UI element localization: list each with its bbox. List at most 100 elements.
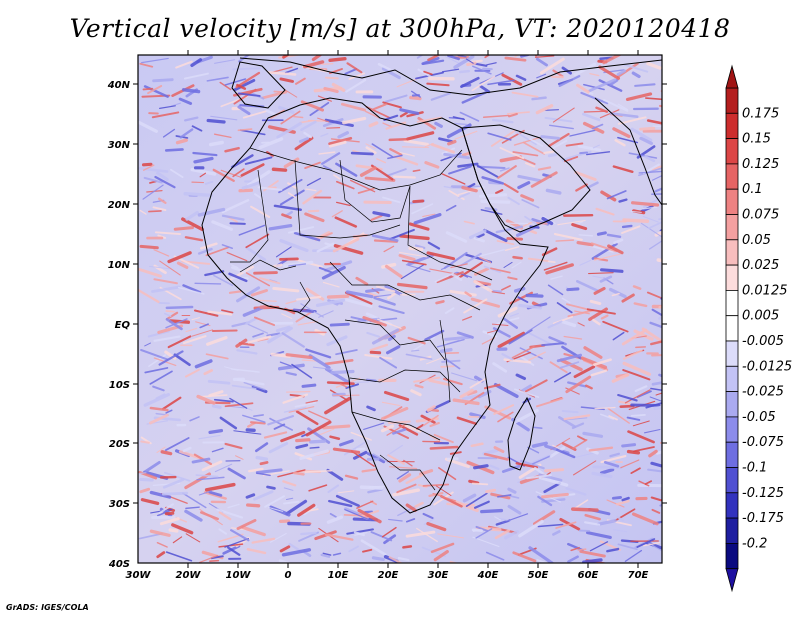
field-streak xyxy=(593,253,621,261)
field-streak xyxy=(138,268,162,278)
field-streak xyxy=(159,260,181,276)
field-streak xyxy=(196,476,225,481)
field-streak xyxy=(412,169,421,172)
field-streak xyxy=(650,461,662,468)
field-streak xyxy=(350,151,374,156)
field-streak xyxy=(164,148,184,152)
field-streak xyxy=(452,116,466,121)
field-streak xyxy=(267,71,297,76)
field-streak xyxy=(171,523,194,535)
field-streak xyxy=(457,187,483,196)
field-streak xyxy=(320,553,331,558)
field-streak xyxy=(507,504,522,515)
field-streak xyxy=(375,285,396,293)
field-streak xyxy=(646,119,662,125)
field-streak xyxy=(492,362,508,373)
field-streak xyxy=(326,127,341,129)
lon-label: 10W xyxy=(226,570,252,581)
field-streak xyxy=(429,445,459,450)
field-streak xyxy=(252,332,264,338)
field-streak xyxy=(291,363,313,379)
field-streak xyxy=(299,449,329,460)
field-streak xyxy=(138,120,158,133)
field-streak xyxy=(454,130,478,140)
field-streak xyxy=(512,151,539,157)
field-streak xyxy=(182,492,207,509)
field-streak xyxy=(323,86,339,94)
field-streak xyxy=(324,367,352,385)
field-streak xyxy=(191,329,214,337)
field-streak xyxy=(606,547,620,553)
field-streak xyxy=(144,460,161,473)
field-streak xyxy=(175,60,193,69)
field-streak xyxy=(501,129,525,144)
field-streak xyxy=(416,116,442,123)
field-streak xyxy=(140,498,160,506)
field-streak xyxy=(577,548,587,551)
field-streak xyxy=(189,416,200,422)
field-streak xyxy=(621,293,635,303)
field-streak xyxy=(152,385,165,392)
field-streak xyxy=(416,527,438,543)
lon-label: 30W xyxy=(126,570,152,581)
field-streak xyxy=(255,442,269,453)
field-streak xyxy=(191,457,211,464)
field-streak xyxy=(402,424,422,433)
field-streak xyxy=(272,286,300,293)
field-streak xyxy=(535,57,548,67)
colorbar-label: 0.175 xyxy=(742,106,779,121)
colorbar-swatch xyxy=(725,138,739,165)
field-streak xyxy=(450,272,463,281)
field-streak xyxy=(173,353,191,367)
field-streak xyxy=(204,270,225,277)
field-streak xyxy=(609,114,623,117)
field-streak xyxy=(385,444,403,457)
field-streak xyxy=(615,499,630,506)
field-streak xyxy=(479,249,505,257)
field-streak xyxy=(303,131,313,139)
field-streak xyxy=(204,180,214,185)
field-streak xyxy=(540,135,561,140)
field-streak xyxy=(273,423,286,430)
field-streak xyxy=(446,457,459,461)
field-streak xyxy=(576,280,601,293)
field-streak xyxy=(387,154,403,160)
field-streak xyxy=(389,148,403,156)
field-streak xyxy=(650,340,662,346)
field-streak xyxy=(509,312,519,317)
field-streak xyxy=(526,474,552,480)
field-streak xyxy=(493,446,505,454)
field-streak xyxy=(211,404,222,409)
field-streak xyxy=(269,417,294,431)
field-streak xyxy=(235,71,261,89)
field-streak xyxy=(309,446,320,449)
field-streak xyxy=(630,467,641,475)
field-streak xyxy=(138,166,169,173)
map-frame xyxy=(137,54,663,564)
field-streak xyxy=(152,78,174,83)
lat-label: 10N xyxy=(108,260,131,271)
field-streak xyxy=(483,452,509,461)
field-streak xyxy=(463,220,475,225)
field-streak xyxy=(499,167,510,172)
field-streak xyxy=(312,366,333,370)
field-streak xyxy=(161,491,189,496)
field-streak xyxy=(148,210,162,213)
field-streak xyxy=(158,350,184,366)
field-streak xyxy=(244,156,273,165)
field-streak xyxy=(579,151,589,155)
field-streak xyxy=(448,165,472,175)
field-streak xyxy=(216,508,243,519)
field-streak xyxy=(502,222,529,225)
colorbar: 0.175 0.15 0.125 0.1 0.075 0.05 0.025 0.0125 0.0… xyxy=(725,64,792,593)
field-streak xyxy=(547,153,557,158)
field-streak xyxy=(632,285,642,290)
field-streak xyxy=(370,531,393,542)
field-streak xyxy=(472,464,489,470)
colorbar-swatch xyxy=(725,492,739,519)
colorbar-swatch xyxy=(725,441,739,468)
field-streak xyxy=(491,118,514,124)
field-streak xyxy=(388,138,408,142)
field-streak xyxy=(399,234,430,241)
field-streak xyxy=(527,316,551,333)
